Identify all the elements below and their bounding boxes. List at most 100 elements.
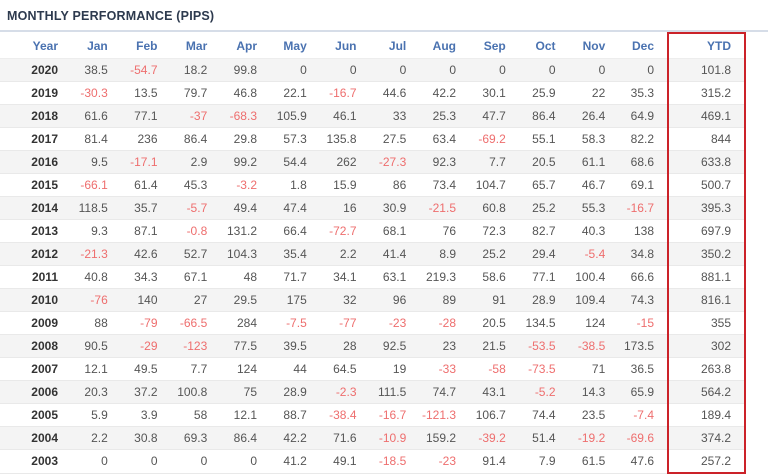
value-cell: 34.1 [319,265,370,289]
value-cell: 29.8 [220,127,270,151]
value-cell: -77 [319,311,370,335]
ytd-cell: 469.1 [667,104,746,128]
value-cell: -15 [618,311,668,335]
value-cell: -28 [419,311,469,335]
year-cell: 2015 [0,173,71,197]
value-cell: 0 [120,449,171,474]
value-cell: 219.3 [419,265,469,289]
value-cell: 20.3 [71,380,121,404]
value-cell: -19.2 [568,426,619,450]
value-cell: -10.9 [369,426,420,450]
value-cell: 75 [220,380,270,404]
ytd-cell: 302 [667,334,746,358]
table-row-2005: 2005 5.9 3.9 58 12.1 88.7 -38.4 -16.7 -121.3 106.… [0,403,746,427]
value-cell: 48 [220,265,270,289]
value-cell: 86 [369,173,420,197]
value-cell: 77.1 [518,265,569,289]
year-cell: 2020 [0,58,71,82]
table-row-2008: 2008 90.5 -29 -123 77.5 39.5 28 92.5 23 21.5 -53.5… [0,334,746,358]
value-cell: -27.3 [369,150,420,174]
value-cell: -68.3 [220,104,270,128]
year-cell: 2014 [0,196,71,220]
value-cell: 34.3 [120,265,171,289]
value-cell: 61.1 [568,150,619,174]
value-cell: 16 [319,196,370,220]
value-cell: 68.6 [618,150,668,174]
value-cell: 46.8 [220,81,270,105]
table-header: Year Jan Feb Mar Apr May Jun Jul Aug Sep Oct Nov Dec… [0,32,746,59]
value-cell: 63.1 [369,265,420,289]
value-cell: 104.7 [469,173,519,197]
table-header-row: Year Jan Feb Mar Apr May Jun Jul Aug Sep Oct Nov Dec… [0,32,746,59]
column-header-nov: Nov [568,33,619,59]
value-cell: -53.5 [518,334,569,358]
value-cell: 36.5 [618,357,668,381]
value-cell: -21.5 [419,196,469,220]
ytd-cell: 500.7 [667,173,746,197]
value-cell: -38.5 [568,334,619,358]
value-cell: 42.2 [419,81,469,105]
value-cell: 88 [71,311,121,335]
value-cell: -33 [419,357,469,381]
value-cell: 23.5 [568,403,619,427]
table-row-2014: 2014 118.5 35.7 -5.7 49.4 47.4 16 30.9 -21.5 60.8… [0,196,746,220]
value-cell: 159.2 [419,426,469,450]
value-cell: 140 [120,288,171,312]
column-header-feb: Feb [120,33,171,59]
value-cell: 40.3 [568,219,619,243]
year-cell: 2018 [0,104,71,128]
value-cell: -23 [419,449,469,474]
value-cell: 7.7 [170,357,221,381]
value-cell: -7.5 [270,311,320,335]
value-cell: 74.7 [419,380,469,404]
value-cell: -54.7 [120,58,171,82]
value-cell: -21.3 [71,242,121,266]
value-cell: 18.2 [170,58,221,82]
value-cell: 7.7 [469,150,519,174]
value-cell: 72.3 [469,219,519,243]
value-cell: 173.5 [618,334,668,358]
value-cell: -16.7 [369,403,420,427]
year-cell: 2006 [0,380,71,404]
value-cell: 46.1 [319,104,370,128]
value-cell: -39.2 [469,426,519,450]
value-cell: 27.5 [369,127,420,151]
year-cell: 2003 [0,449,71,474]
value-cell: 124 [220,357,270,381]
value-cell: 0 [518,58,569,82]
value-cell: -16.7 [319,81,370,105]
value-cell: 88.7 [270,403,320,427]
value-cell: -69.6 [618,426,668,450]
value-cell: 37.2 [120,380,171,404]
page-title: MONTHLY PERFORMANCE (PIPS) [7,9,215,23]
value-cell: -38.4 [319,403,370,427]
panel-title-bar: MONTHLY PERFORMANCE (PIPS) [0,0,768,32]
value-cell: 135.8 [319,127,370,151]
value-cell: 29.4 [518,242,569,266]
value-cell: 77.1 [120,104,171,128]
column-header-jun: Jun [319,33,370,59]
value-cell: 12.1 [220,403,270,427]
ytd-cell: 263.8 [667,357,746,381]
value-cell: 28 [319,334,370,358]
value-cell: 0 [270,58,320,82]
value-cell: 5.9 [71,403,121,427]
value-cell: -69.2 [469,127,519,151]
value-cell: 20.5 [469,311,519,335]
ytd-cell: 816.1 [667,288,746,312]
value-cell: -7.4 [618,403,668,427]
value-cell: 29.5 [220,288,270,312]
value-cell: 96 [369,288,420,312]
value-cell: -58 [469,357,519,381]
value-cell: 74.3 [618,288,668,312]
value-cell: 12.1 [71,357,121,381]
value-cell: 82.7 [518,219,569,243]
year-cell: 2012 [0,242,71,266]
year-cell: 2010 [0,288,71,312]
value-cell: 82.2 [618,127,668,151]
value-cell: 47.6 [618,449,668,474]
value-cell: 51.4 [518,426,569,450]
column-header-apr: Apr [220,33,270,59]
value-cell: 67.1 [170,265,221,289]
